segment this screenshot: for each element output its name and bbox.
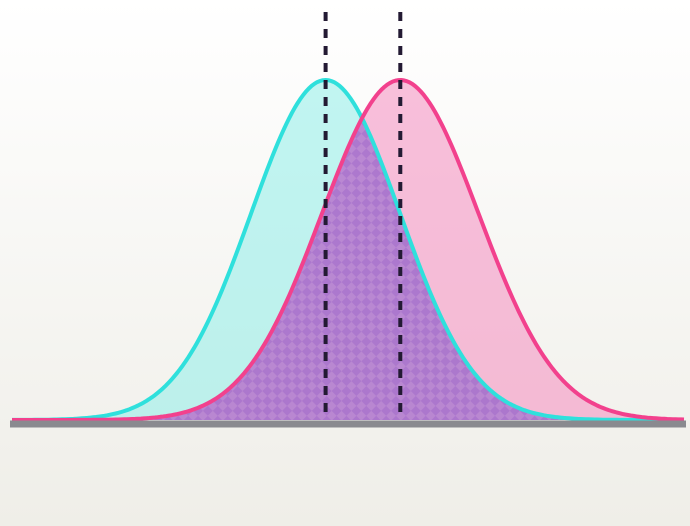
series-curve-1 [12,78,684,422]
overlap-texture [12,118,684,420]
reference-line-layer [323,12,403,420]
outline-layer [12,78,685,422]
series-curve-2 [12,78,685,422]
overlap-layer [12,118,684,420]
